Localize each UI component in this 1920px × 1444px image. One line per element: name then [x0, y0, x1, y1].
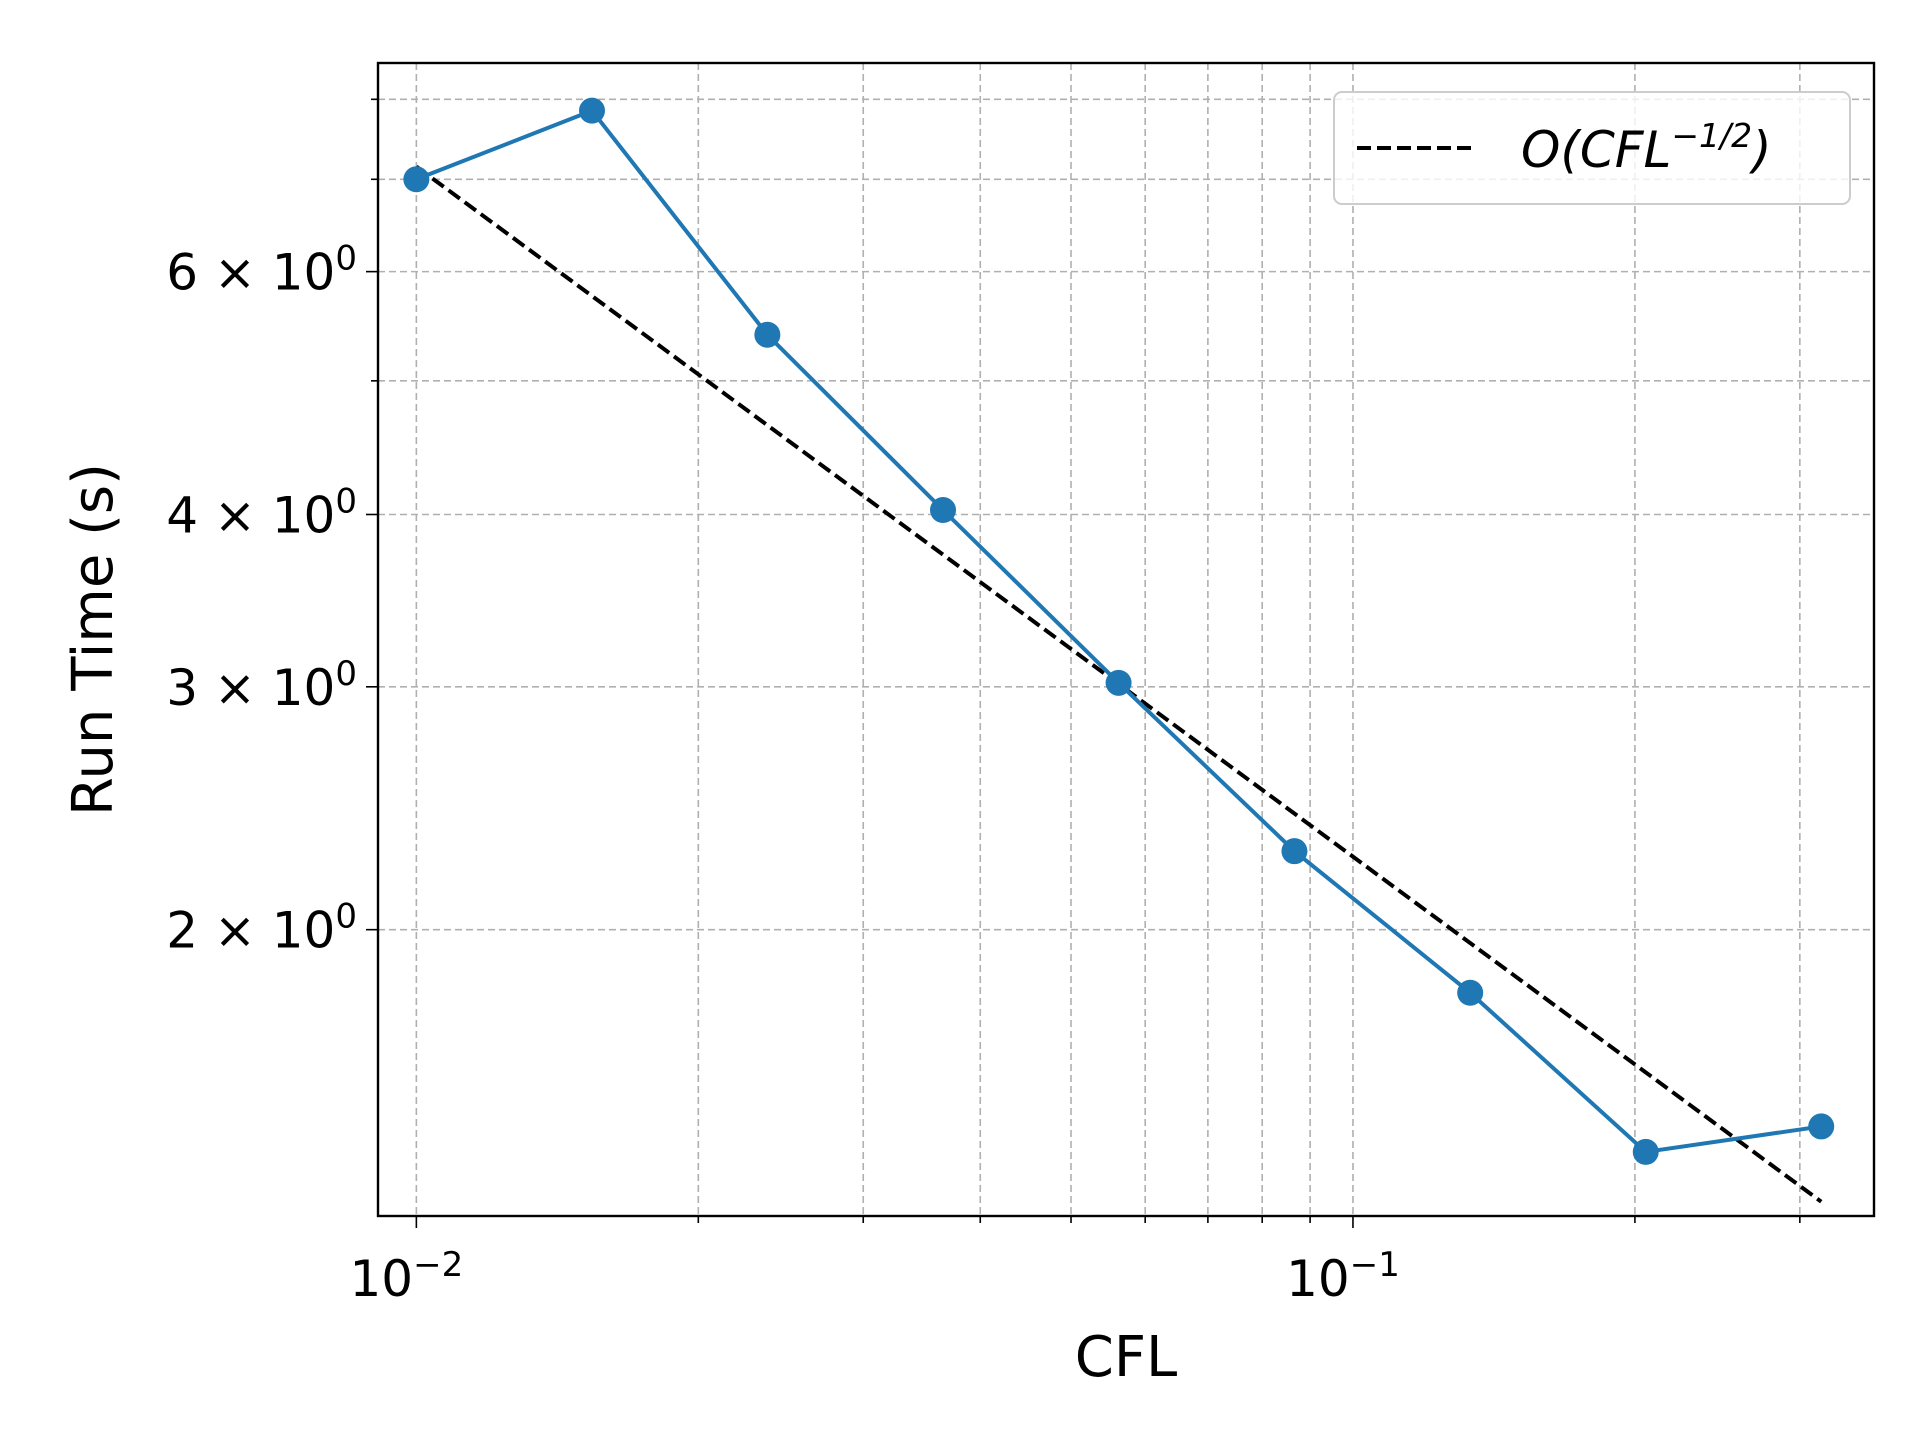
data-point — [578, 97, 605, 124]
data-point — [1632, 1138, 1659, 1165]
data-point — [930, 497, 957, 524]
legend-label-main: O(CFL — [1521, 121, 1671, 179]
y-axis-title: Run Time (s) — [61, 463, 126, 816]
legend-label-exponent: −1/2 — [1671, 116, 1752, 155]
x-tick-label: 10−2 — [349, 1245, 463, 1308]
legend-box — [1333, 91, 1851, 205]
y-tick-label: 2 × 100 — [166, 897, 357, 960]
data-point — [1457, 979, 1484, 1006]
run-time-line — [415, 108, 1822, 1155]
y-tick-label: 4 × 100 — [166, 481, 357, 544]
x-axis-title: CFL — [1075, 1325, 1178, 1390]
plot-frame — [376, 61, 1876, 1218]
axis-ticks: 10−2 10−1 2 × 100 3 × 100 4 × 100 6 × 100 — [166, 98, 1801, 1308]
data-point — [403, 166, 430, 193]
data-point — [754, 321, 781, 348]
series-layer — [403, 97, 1835, 1204]
y-tick-label: 6 × 100 — [166, 239, 357, 302]
data-point — [1105, 669, 1132, 696]
x-tick-label: 10−1 — [1286, 1245, 1400, 1308]
grid — [378, 63, 1874, 1216]
legend: O(CFL−1/2) — [1333, 91, 1851, 205]
data-point — [1808, 1113, 1835, 1140]
y-tick-label: 3 × 100 — [166, 654, 357, 717]
legend-label: O(CFL−1/2) — [1521, 116, 1772, 179]
legend-label-close: ) — [1748, 121, 1772, 179]
data-point — [1281, 838, 1308, 865]
